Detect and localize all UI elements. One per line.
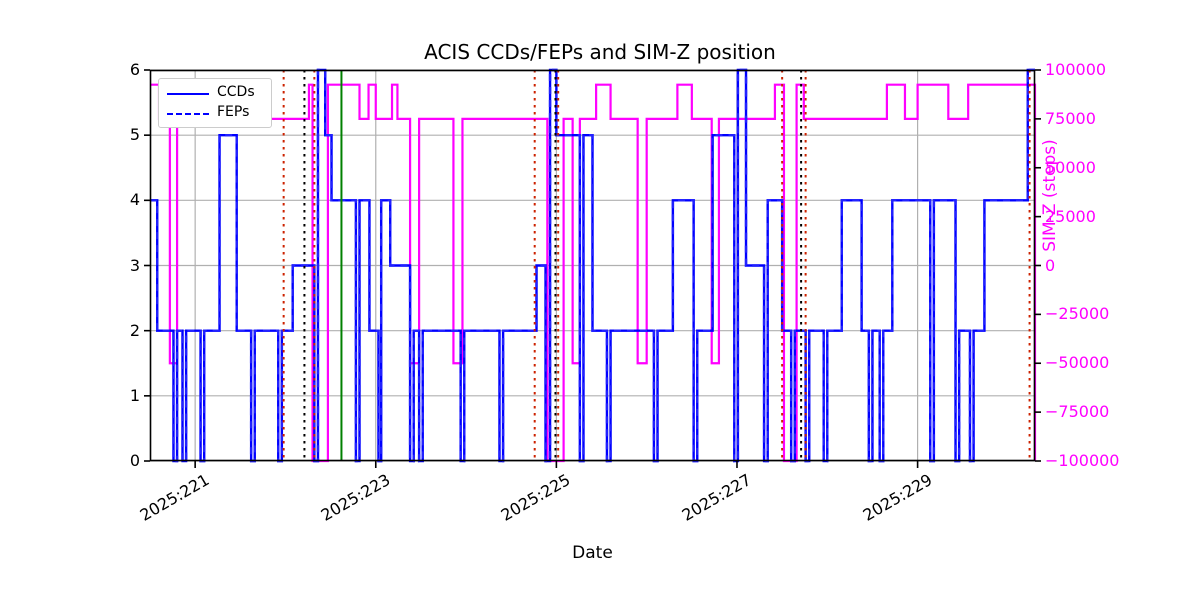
x-tick: 2025:221 bbox=[136, 470, 213, 525]
series-simz bbox=[150, 83, 1037, 463]
y-tick-right: 75000 bbox=[1045, 108, 1096, 128]
chart-title: ACIS CCDs/FEPs and SIM-Z position bbox=[424, 40, 776, 64]
y-tick-left: 1 bbox=[129, 385, 140, 405]
y-tick-left: 6 bbox=[129, 60, 140, 79]
x-tick: 2025:227 bbox=[678, 470, 755, 525]
plot-frame bbox=[149, 69, 1036, 462]
y-tick-left: 2 bbox=[129, 320, 140, 340]
legend-line-ccds-icon bbox=[167, 93, 209, 95]
y-tick-left: 0 bbox=[129, 451, 140, 470]
y-axis-right-label: SIM-Z (steps) bbox=[1040, 139, 1060, 252]
legend: CCDs FEPs bbox=[158, 78, 272, 128]
y-tick-right: −50000 bbox=[1045, 353, 1110, 373]
y-tick-right: −25000 bbox=[1045, 304, 1110, 324]
y-tick-right: −75000 bbox=[1045, 402, 1110, 422]
x-tick: 2025:223 bbox=[317, 470, 394, 525]
x-tick: 2025:229 bbox=[859, 470, 936, 525]
y-tick-right: 25000 bbox=[1045, 206, 1096, 226]
y-tick-right: 100000 bbox=[1045, 60, 1107, 79]
y-tick-left: 3 bbox=[129, 255, 140, 275]
legend-label-feps: FEPs bbox=[217, 104, 250, 120]
y-tick-left: 5 bbox=[129, 125, 140, 145]
y-tick-left: 4 bbox=[129, 190, 140, 210]
plot-area: CCDs FEPs bbox=[144, 68, 1041, 468]
legend-label-ccds: CCDs bbox=[217, 84, 255, 100]
x-axis-label: Date bbox=[572, 543, 613, 563]
legend-line-feps-icon bbox=[167, 113, 209, 115]
plot-svg bbox=[144, 68, 1041, 468]
y-tick-right: −100000 bbox=[1045, 451, 1120, 470]
y-tick-right: 0 bbox=[1045, 255, 1056, 275]
y-tick-right: 50000 bbox=[1045, 157, 1096, 177]
x-tick: 2025:225 bbox=[497, 470, 574, 525]
